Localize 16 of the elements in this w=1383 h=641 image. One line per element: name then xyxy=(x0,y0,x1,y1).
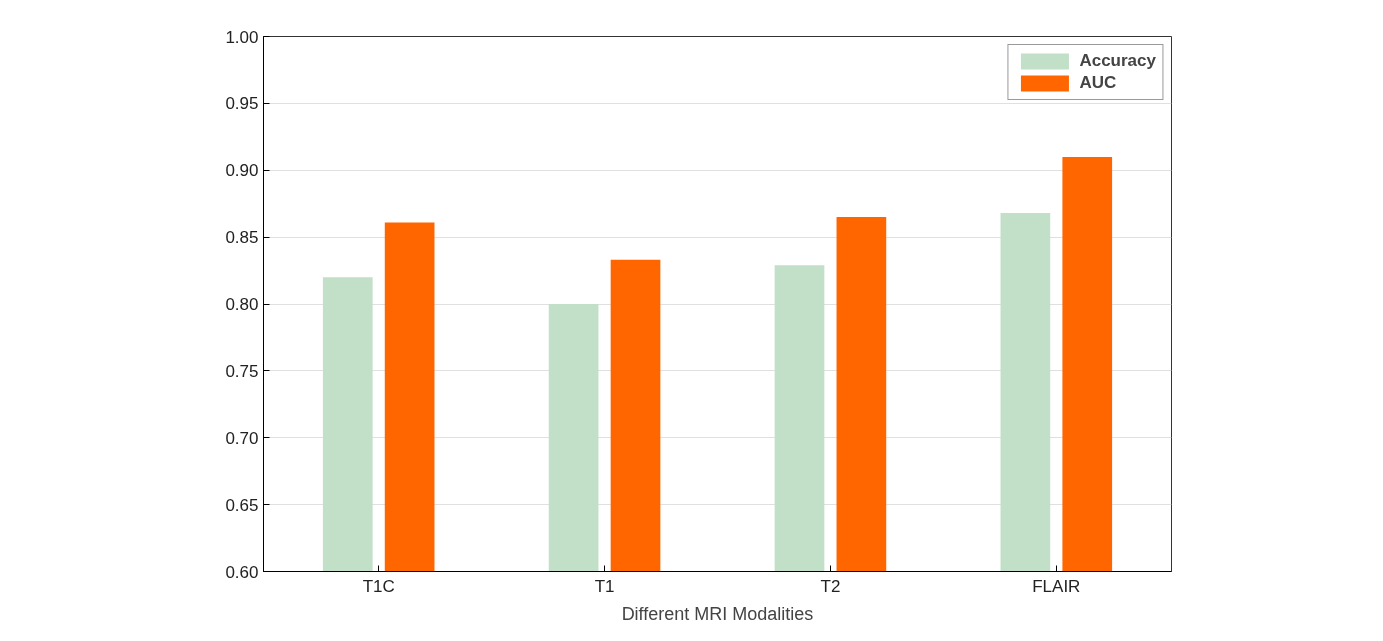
y-tick-label: 0.60 xyxy=(225,562,259,582)
y-tick-label: 0.70 xyxy=(225,428,259,448)
legend-label: AUC xyxy=(1079,73,1117,93)
x-tick-label: FLAIR xyxy=(1032,576,1081,596)
y-tick-label: 0.85 xyxy=(225,228,259,248)
y-tick-label: 0.90 xyxy=(225,161,259,181)
legend-label: Accuracy xyxy=(1079,51,1156,71)
x-tick-label: T2 xyxy=(820,576,841,596)
x-axis-title: Different MRI Modalities xyxy=(621,603,814,624)
y-tick-label: 0.95 xyxy=(225,94,259,114)
x-tick-label: T1 xyxy=(594,576,615,596)
x-tick-label: T1C xyxy=(362,576,395,596)
y-tick-label: 1.00 xyxy=(225,27,259,47)
y-tick-label: 0.75 xyxy=(225,361,259,381)
y-tick-label: 0.65 xyxy=(225,495,259,515)
y-tick-label: 0.80 xyxy=(225,295,259,314)
